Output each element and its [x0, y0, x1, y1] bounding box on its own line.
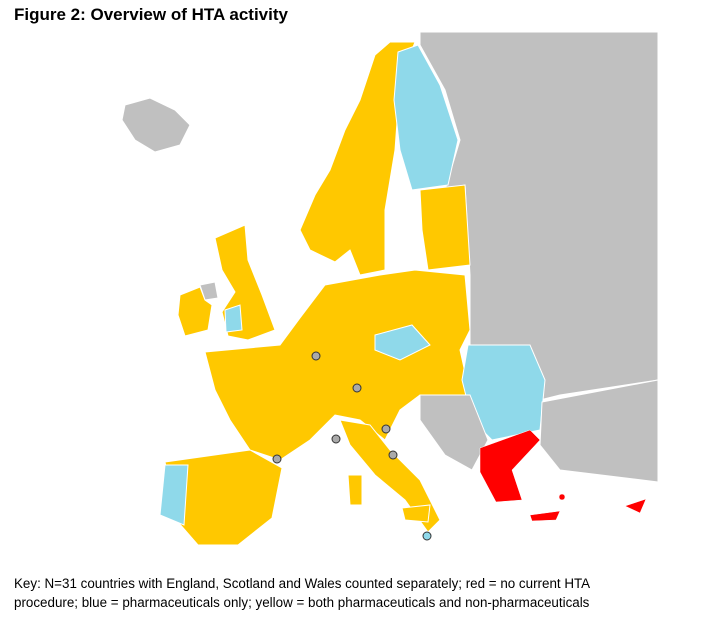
great-britain — [214, 224, 276, 341]
greece — [479, 429, 541, 503]
san-marino — [381, 424, 391, 434]
ireland — [177, 286, 213, 337]
key-line: Key: N=31 countries with England, Scotla… — [14, 576, 591, 591]
iceland — [121, 97, 191, 153]
andorra — [272, 454, 282, 464]
finland — [393, 44, 459, 191]
balkans — [419, 394, 489, 471]
liechtenstein — [352, 383, 362, 393]
sicily — [401, 504, 431, 523]
luxembourg — [311, 351, 321, 361]
rhodes — [558, 493, 566, 501]
wales — [224, 304, 243, 333]
turkey — [539, 379, 659, 483]
portugal — [159, 464, 189, 526]
monaco — [331, 434, 341, 444]
baltics — [419, 184, 471, 271]
iberia — [164, 449, 283, 546]
key-line: procedure; blue = pharmaceuticals only; … — [14, 595, 590, 610]
sardinia — [347, 474, 363, 506]
italy — [339, 419, 441, 533]
czech-republic — [374, 324, 431, 361]
malta — [422, 531, 432, 541]
figure-title: Figure 2: Overview of HTA activity — [14, 5, 288, 24]
key: Key: N=31 countries with England, Scotla… — [14, 574, 590, 612]
vatican — [388, 450, 398, 460]
crete — [529, 510, 561, 522]
cyprus — [624, 498, 647, 514]
